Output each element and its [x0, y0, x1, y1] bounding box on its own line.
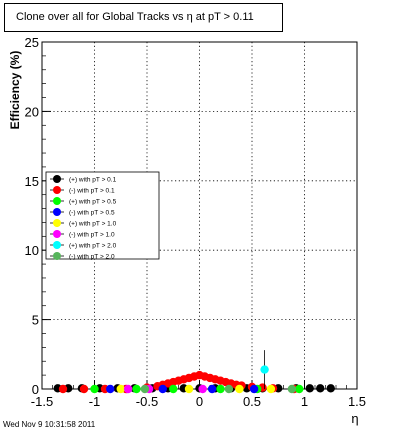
legend-entry-label: (+) with pT > 0.5	[69, 199, 117, 206]
data-point	[224, 384, 234, 394]
y-tick-label: 20	[25, 104, 39, 119]
data-point	[295, 384, 304, 394]
legend-marker	[53, 219, 61, 227]
data-markers	[53, 350, 335, 394]
data-point	[266, 384, 276, 394]
data-point	[249, 384, 259, 394]
data-point	[316, 384, 325, 393]
data-point	[116, 384, 125, 394]
data-point	[123, 384, 133, 394]
y-tick-label: 25	[25, 35, 39, 50]
y-tick-label: 10	[25, 243, 39, 258]
x-axis-label: η	[351, 411, 358, 426]
data-point	[198, 384, 207, 394]
data-point	[207, 384, 217, 394]
legend-marker	[53, 197, 61, 205]
legend-entry-label: (-) with pT > 0.5	[69, 210, 115, 217]
grid-lines	[42, 42, 357, 389]
legend: (+) with pT > 0.1 (-) with pT > 0.1 (+) wi…	[45, 171, 160, 261]
y-axis-label: Efficiency (%)	[8, 51, 22, 130]
legend-marker	[53, 230, 61, 238]
legend-box	[45, 171, 160, 260]
chart-title-text: Clone over all for Global Tracks vs η at…	[16, 11, 254, 23]
data-point	[287, 384, 297, 394]
legend-marker	[53, 208, 61, 216]
data-point	[184, 384, 194, 394]
data-point	[58, 384, 68, 394]
series-markers	[140, 384, 297, 394]
data-point	[158, 384, 167, 394]
data-point	[305, 384, 314, 393]
x-tick-label: 0.5	[243, 394, 261, 409]
x-tick-label: 1.5	[348, 394, 366, 409]
series-markers	[106, 384, 259, 394]
data-point	[106, 384, 115, 394]
data-point	[169, 384, 178, 394]
x-tick-label: -1	[89, 394, 101, 409]
data-point	[216, 384, 225, 394]
y-tick-label: 0	[32, 382, 39, 397]
x-tick-label: 1	[301, 394, 308, 409]
data-point	[140, 384, 150, 394]
data-point	[260, 365, 269, 374]
y-tick-labels: 0 5 10 15 20 25	[25, 35, 39, 397]
footer-timestamp: Wed Nov 9 10:31:58 2011	[3, 420, 96, 429]
legend-entry-label: (+) with pT > 1.0	[69, 221, 117, 228]
data-point	[235, 384, 244, 394]
y-tick-label: 15	[25, 174, 39, 189]
x-tick-label: 0	[196, 394, 203, 409]
legend-marker	[53, 186, 61, 194]
series-markers	[260, 350, 269, 389]
chart-title: Clone over all for Global Tracks vs η at…	[4, 3, 283, 32]
data-point	[326, 384, 335, 393]
legend-entry-label: (-) with pT > 2.0	[69, 254, 115, 261]
legend-marker	[53, 241, 61, 249]
x-tick-label: -1.5	[31, 394, 53, 409]
legend-entry-label: (+) with pT > 0.1	[69, 177, 117, 184]
y-tick-label: 5	[32, 313, 39, 328]
legend-entry-label: (-) with pT > 0.1	[69, 188, 115, 195]
x-tick-label: -0.5	[136, 394, 158, 409]
legend-marker	[53, 175, 61, 183]
series-markers	[116, 384, 276, 394]
legend-entry-label: (-) with pT > 1.0	[69, 232, 115, 239]
data-point	[132, 384, 141, 394]
legend-entry-label: (+) with pT > 2.0	[69, 243, 117, 250]
x-tick-labels: -1.5 -1 -0.5 0 0.5 1 1.5	[31, 394, 366, 409]
data-point	[90, 384, 99, 394]
data-point	[79, 384, 89, 394]
legend-marker	[53, 252, 61, 260]
